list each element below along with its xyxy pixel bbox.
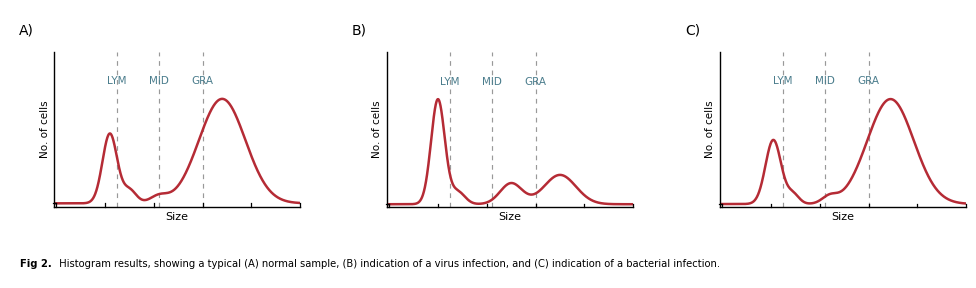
Text: GRA: GRA <box>525 77 547 86</box>
Text: MID: MID <box>482 77 502 86</box>
Text: MID: MID <box>148 76 169 86</box>
Y-axis label: No. of cells: No. of cells <box>706 101 715 158</box>
Text: A): A) <box>20 24 34 38</box>
Text: LYM: LYM <box>107 76 127 86</box>
Text: GRA: GRA <box>858 77 879 86</box>
Text: MID: MID <box>815 77 834 86</box>
Text: GRA: GRA <box>191 76 214 86</box>
X-axis label: Size: Size <box>832 211 854 221</box>
Text: B): B) <box>352 24 367 38</box>
Text: C): C) <box>685 24 700 38</box>
X-axis label: Size: Size <box>166 211 188 221</box>
X-axis label: Size: Size <box>499 211 521 221</box>
Text: LYM: LYM <box>773 77 793 86</box>
Y-axis label: No. of cells: No. of cells <box>39 101 50 158</box>
Text: LYM: LYM <box>440 77 460 86</box>
Text: Histogram results, showing a typical (A) normal sample, (B) indication of a viru: Histogram results, showing a typical (A)… <box>56 259 719 269</box>
Y-axis label: No. of cells: No. of cells <box>373 101 383 158</box>
Text: Fig 2.: Fig 2. <box>20 259 52 269</box>
